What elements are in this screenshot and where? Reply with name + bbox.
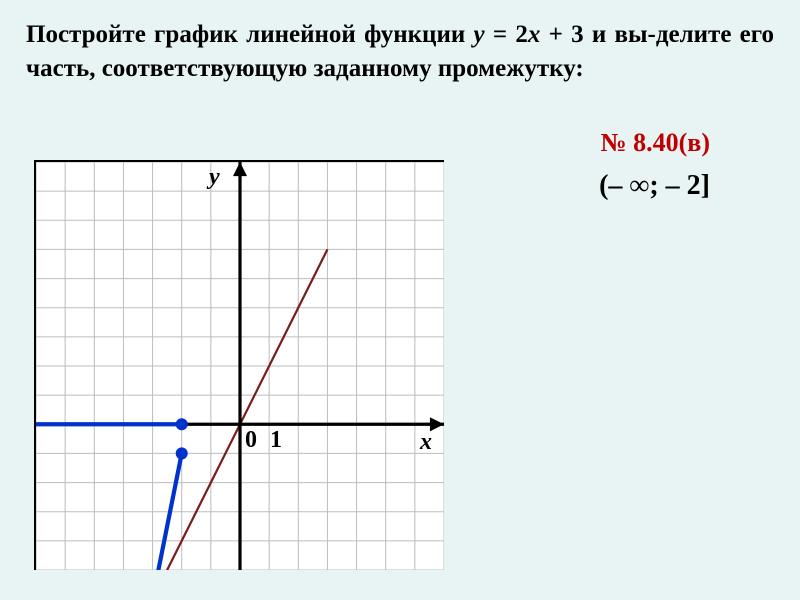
problem-prefix: Постройте график линейной функции: [26, 21, 474, 48]
axis-label-y: y: [209, 164, 220, 191]
var-y: у: [474, 21, 485, 48]
problem-text: Постройте график линейной функции у = 2х…: [26, 18, 774, 86]
graph-panel: y x 0 1: [34, 160, 444, 570]
var-x: х: [528, 21, 541, 48]
unit-label: 1: [270, 427, 282, 454]
problem-mid: = 2: [485, 21, 528, 48]
graph-svg: [36, 162, 444, 570]
origin-label: 0: [245, 427, 257, 454]
problem-number: № 8.40(в): [601, 128, 710, 158]
interval-text: (– ∞; – 2]: [599, 170, 710, 202]
axis-label-x: x: [420, 429, 432, 456]
